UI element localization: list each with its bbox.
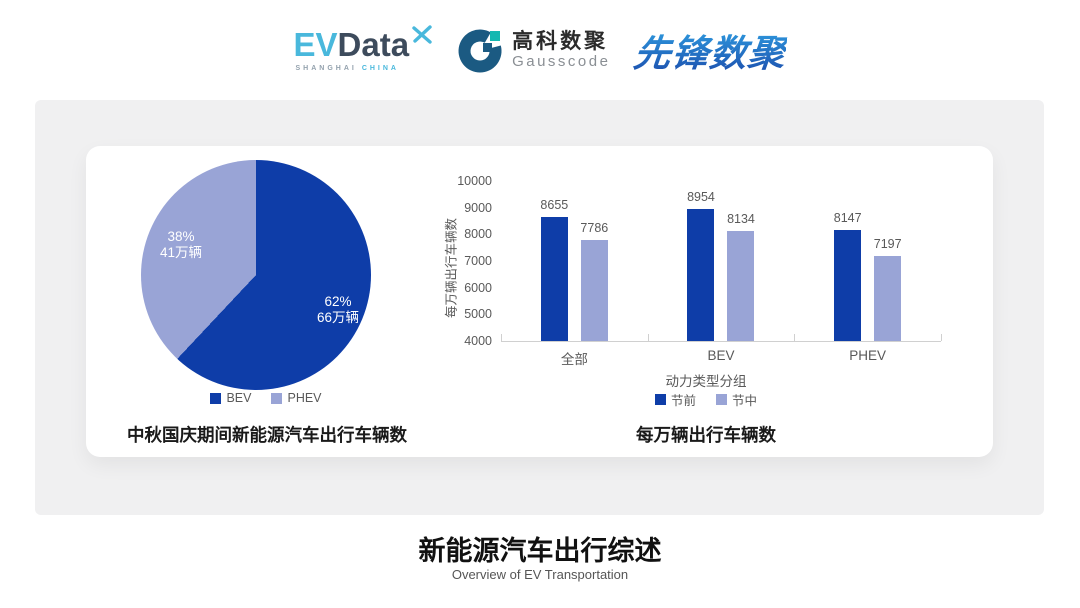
ytick-label: 9000 xyxy=(464,200,492,215)
evdata-data-text: Data xyxy=(337,26,410,63)
legend-swatch-icon xyxy=(716,394,727,405)
bar-chart: 每万辆出行车辆数 8655 7786 8954 8134 8147 7197 动力类型分组… xyxy=(426,146,956,457)
gausscode-logo: 高科数聚 Gausscode xyxy=(457,27,610,73)
gausscode-cn-text: 高科数聚 xyxy=(512,29,609,53)
category-label: PHEV xyxy=(849,348,887,363)
bar: 7786 xyxy=(580,221,608,341)
legend-swatch-icon xyxy=(654,394,666,405)
gausscode-g-ring-icon xyxy=(458,29,502,73)
category-label: BEV xyxy=(707,348,735,363)
evdata-subtext: SHANGHAI CHINA xyxy=(296,65,434,72)
legend-item: PHEV xyxy=(271,391,322,405)
bar-value-label: 7197 xyxy=(873,236,902,251)
pie-legend: BEV PHEV xyxy=(102,391,430,405)
legend-label: PHEV xyxy=(287,391,322,405)
legend-item: 节前 xyxy=(654,390,696,409)
evdata-china-text: CHINA xyxy=(361,65,399,72)
pie-chart: 38% 41万辆 62% 66万辆 BEV PHEV 中秋国庆期间新能源汽车出行车… xyxy=(102,146,410,457)
ytick-label: 7000 xyxy=(464,254,492,268)
legend-item: 节中 xyxy=(716,390,757,409)
bar-group: 8655 7786 xyxy=(501,182,648,341)
axis-tick xyxy=(941,334,942,341)
legend-swatch-icon xyxy=(210,392,222,404)
ytick-label: 6000 xyxy=(464,280,492,295)
category-label: 全部 xyxy=(560,352,588,367)
bar-title: 每万辆出行车辆数 xyxy=(636,425,776,445)
charts-panel: 38% 41万辆 62% 66万辆 BEV PHEV 中秋国庆期间新能源汽车出行车… xyxy=(35,100,1044,515)
bar-value-label: 8655 xyxy=(540,197,569,212)
charts-card: 38% 41万辆 62% 66万辆 BEV PHEV 中秋国庆期间新能源汽车出行车… xyxy=(86,146,993,457)
bar-value-label: 7786 xyxy=(580,221,609,236)
bar: 8147 xyxy=(834,211,862,341)
bar-group: 8147 7197 xyxy=(794,182,941,341)
gausscode-en-text: Gausscode xyxy=(512,52,611,70)
logo-bar: EV Data SHANGHAI CHINA 高科数聚 Gausscode xyxy=(0,0,1080,100)
bar-value-label: 8134 xyxy=(727,211,755,226)
pie-graphic: 38% 41万辆 62% 66万辆 xyxy=(141,160,371,390)
evdata-ev-text: EV xyxy=(293,26,338,63)
bar-value-label: 8954 xyxy=(687,189,715,204)
bar: 8655 xyxy=(540,198,568,341)
evdata-logo: EV Data SHANGHAI CHINA xyxy=(293,25,434,72)
bar: 7197 xyxy=(874,237,902,341)
footer-subtitle: Overview of EV Transportation xyxy=(451,567,629,582)
ytick-label: 10000 xyxy=(457,174,492,188)
bar: 8134 xyxy=(727,212,755,341)
bar-plot: 8655 7786 8954 8134 8147 7197 xyxy=(501,182,942,342)
evdata-x-sparkle-icon xyxy=(412,25,432,44)
legend-label: 节前 xyxy=(670,394,696,408)
bar-x-axis-label: 动力类型分组 xyxy=(665,374,747,389)
pie-label-phev: 38% 41万辆 xyxy=(159,228,203,260)
bar: 8954 xyxy=(687,190,715,341)
evdata-shanghai-text: SHANGHAI xyxy=(295,65,357,72)
bar-group: 8954 8134 xyxy=(648,182,795,341)
pie-title: 中秋国庆期间新能源汽车出行车辆数 xyxy=(127,425,407,445)
bar-value-label: 8147 xyxy=(833,211,862,226)
legend-label: 节中 xyxy=(732,394,758,408)
bar-legend: 节前 节中 xyxy=(486,390,926,409)
pie-label-bev: 62% 66万辆 xyxy=(316,293,360,325)
axis-tick xyxy=(501,334,502,341)
legend-item: BEV xyxy=(210,391,251,405)
xianfeng-logo: 先锋数聚 xyxy=(632,23,790,77)
legend-label: BEV xyxy=(226,391,252,405)
legend-swatch-icon xyxy=(271,392,283,404)
ytick-label: 4000 xyxy=(464,334,492,348)
ytick-label: 5000 xyxy=(464,307,492,322)
axis-tick xyxy=(647,334,649,341)
footer-title: 新能源汽车出行综述 xyxy=(418,536,662,566)
axis-tick xyxy=(794,334,796,341)
ytick-label: 8000 xyxy=(464,227,492,242)
